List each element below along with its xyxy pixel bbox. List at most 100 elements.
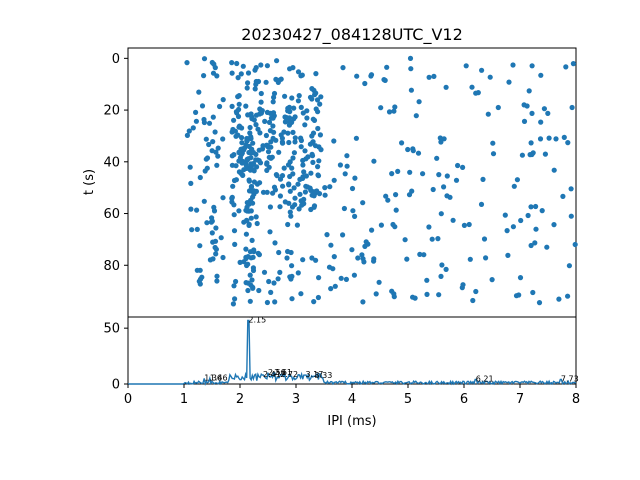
scatter-point — [258, 62, 264, 68]
scatter-point — [270, 123, 276, 129]
scatter-frame — [127, 47, 577, 318]
scatter-point — [385, 197, 391, 203]
scatter-point — [272, 299, 278, 305]
scatter-point — [510, 224, 516, 230]
scatter-point — [220, 136, 226, 142]
scatter-point — [260, 189, 267, 195]
peak-label: 1.46 — [210, 373, 228, 382]
scatter-point — [561, 134, 567, 140]
scatter-point — [289, 95, 295, 101]
scatter-point — [542, 151, 549, 157]
scatter-point — [331, 254, 337, 260]
scatter-point — [264, 63, 270, 69]
scatter-point — [349, 185, 356, 192]
scatter-point — [290, 171, 296, 177]
scatter-point — [251, 188, 257, 194]
scatter-point — [311, 299, 317, 305]
scatter-point — [247, 272, 253, 278]
scatter-point — [210, 256, 216, 262]
scatter-point — [255, 126, 261, 132]
scatter-point — [253, 78, 259, 85]
scatter-point — [213, 149, 219, 155]
scatter-point — [286, 200, 292, 206]
scatter-point — [504, 228, 510, 234]
scatter-point — [212, 129, 218, 135]
scatter-point — [275, 79, 281, 85]
scatter-point — [201, 56, 208, 62]
scatter-point — [270, 135, 276, 141]
scatter-point — [187, 164, 193, 170]
peak-label: 6.21 — [476, 375, 494, 384]
scatter-point — [243, 231, 249, 237]
scatter-point — [272, 240, 278, 246]
scatter-point — [389, 171, 395, 177]
scatter-point — [528, 204, 534, 210]
scatter-point — [282, 93, 288, 99]
scatter-point — [236, 124, 242, 130]
scatter-point — [322, 192, 328, 198]
scatter-point — [371, 258, 377, 264]
scatter-point — [229, 103, 235, 109]
scatter-point — [235, 132, 241, 138]
scatter-point — [410, 294, 416, 300]
scatter-point — [539, 208, 545, 214]
x-tick-label: 1 — [180, 392, 188, 407]
scatter-point — [246, 149, 252, 156]
scatter-point — [295, 98, 301, 104]
scatter-point — [424, 291, 430, 297]
histogram-line — [128, 319, 577, 387]
scatter-point — [231, 117, 237, 123]
scatter-point — [469, 84, 475, 90]
scatter-point — [250, 160, 257, 167]
scatter-point — [311, 203, 318, 209]
scatter-point — [286, 119, 292, 125]
scatter-point — [541, 106, 548, 112]
scatter-point — [360, 200, 366, 206]
scatter-point — [383, 193, 389, 199]
scatter-point — [536, 300, 543, 306]
scatter-point — [505, 252, 511, 258]
scatter-point — [353, 135, 359, 141]
scatter-point — [441, 184, 447, 190]
scatter-point — [410, 148, 416, 154]
scatter-point — [355, 255, 361, 261]
scatter-point — [271, 280, 277, 286]
scatter-point — [340, 65, 346, 71]
scatter-point — [460, 282, 466, 288]
scatter-point — [234, 60, 240, 67]
scatter-point — [436, 292, 442, 298]
scatter-point — [328, 242, 334, 248]
scatter-point — [489, 277, 495, 283]
scatter-point — [309, 140, 316, 146]
peak-label: 7.73 — [561, 375, 579, 384]
scatter-point — [237, 259, 243, 265]
scatter-point — [214, 273, 220, 279]
scatter-y-ticks: 0 20 40 60 80 — [103, 52, 128, 274]
scatter-point — [473, 288, 479, 295]
scatter-point — [240, 63, 246, 69]
x-tick-label: 0 — [124, 392, 132, 407]
scatter-point — [479, 67, 485, 73]
scatter-point — [251, 179, 257, 185]
scatter-point — [307, 94, 314, 100]
scatter-point — [389, 288, 395, 294]
scatter-point — [276, 149, 282, 155]
peak-label: 2.50 — [268, 368, 286, 377]
scatter-point — [246, 177, 252, 183]
scatter-points — [184, 55, 578, 307]
scatter-point — [209, 230, 215, 236]
scatter-point — [204, 220, 210, 226]
scatter-point — [291, 105, 297, 111]
scatter-point — [363, 239, 369, 245]
scatter-point — [243, 103, 249, 109]
scatter-point — [237, 155, 243, 161]
scatter-point — [292, 202, 298, 208]
scatter-point — [420, 171, 426, 177]
y-tick-label: 40 — [103, 155, 120, 170]
scatter-point — [301, 169, 307, 175]
scatter-point — [291, 150, 297, 156]
scatter-point — [264, 167, 270, 173]
scatter-point — [210, 139, 216, 145]
scatter-point — [444, 173, 450, 179]
scatter-point — [267, 204, 273, 210]
